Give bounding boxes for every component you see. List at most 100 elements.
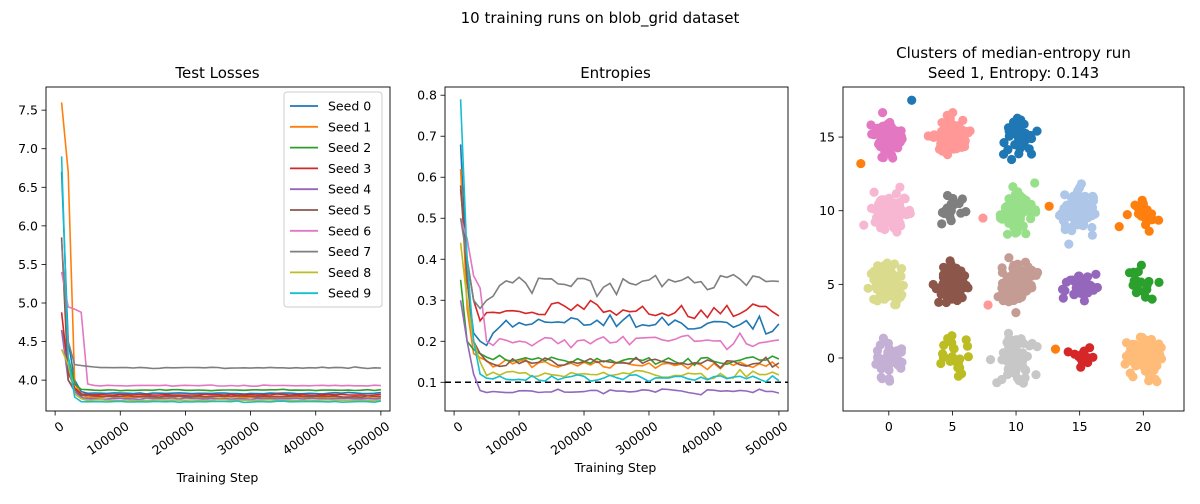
x-tick-label: 10 (1008, 419, 1024, 434)
scatter-point (952, 132, 962, 142)
x-tick-label: 200000 (149, 418, 197, 458)
scatter-point (1019, 338, 1029, 348)
cluster (1124, 260, 1164, 304)
cluster (1057, 269, 1102, 306)
scatter-point (999, 138, 1009, 148)
legend-label: Seed 3 (328, 161, 371, 176)
cluster (985, 328, 1042, 388)
scatter-point (885, 117, 895, 128)
series-line-seed-7 (459, 218, 779, 310)
scatter-point (1138, 204, 1149, 214)
scatter-point (1009, 264, 1020, 274)
scatter-point (1060, 190, 1070, 200)
scatter-point (1002, 337, 1012, 347)
scatter-point (891, 137, 902, 147)
scatter-point (1064, 239, 1074, 249)
scatter-point (1124, 348, 1134, 358)
x-tick-label: 15 (1072, 419, 1088, 434)
y-tick-label: 0.1 (417, 375, 437, 390)
scatter-point (939, 340, 949, 350)
x-tick-label: 200000 (548, 418, 596, 458)
scatter-point (1050, 344, 1061, 354)
scatter-point (943, 333, 953, 344)
scatter-point (937, 219, 947, 229)
cluster (928, 256, 973, 308)
scatter-point (961, 335, 971, 345)
scatter-point (1044, 201, 1054, 211)
scatter-point (1060, 286, 1070, 296)
y-tick-label: 0.3 (417, 293, 437, 308)
cluster (866, 108, 907, 163)
series-line-seed-8 (459, 242, 780, 380)
scatter-point (943, 278, 953, 288)
entropies-chart: Entropies Training Step 0 100000 200000 300… (417, 64, 790, 475)
chart-title: Clusters of median-entropy run (896, 44, 1131, 62)
scatter-point (878, 124, 888, 134)
scatter-point (951, 144, 961, 154)
scatter-point (945, 212, 955, 222)
scatter-point (956, 208, 966, 218)
scatter-point (1010, 123, 1020, 133)
series-line-seed-3 (60, 312, 381, 397)
scatter-point (1026, 130, 1036, 141)
scatter-point (1004, 272, 1014, 282)
scatter-point (978, 213, 988, 223)
scatter-point (1007, 347, 1017, 358)
legend-label: Seed 9 (328, 286, 371, 301)
x-tick-label: 100000 (483, 418, 531, 458)
scatter-point (879, 355, 890, 365)
y-tick-label: 7.5 (18, 103, 38, 118)
scatter-point (1079, 213, 1089, 223)
plot-frame (444, 86, 789, 412)
scatter-point (870, 217, 880, 227)
scatter-point (887, 347, 897, 357)
scatter-point (1087, 230, 1097, 240)
scatter-point (948, 289, 959, 299)
scatter-point (941, 297, 951, 308)
scatter-point (896, 347, 906, 357)
scatter-point (885, 376, 895, 386)
scatter-point (1088, 282, 1098, 292)
scatter-point (1073, 287, 1083, 297)
y-tick-label: 0.6 (417, 170, 437, 185)
plot-frame (45, 86, 391, 412)
scatter-point (891, 189, 901, 199)
scatter-point (1010, 205, 1020, 215)
scatter-point (887, 150, 897, 160)
scatter-point (948, 343, 959, 353)
scatter-point (891, 300, 901, 310)
x-tick-label: 0 (885, 419, 893, 434)
x-axis-label: Training Step (176, 470, 259, 485)
scatter-point (1018, 275, 1028, 285)
scatter-point (1007, 154, 1017, 165)
scatter-point (1091, 269, 1101, 279)
scatter-point (1003, 145, 1013, 155)
scatter-point (1127, 339, 1138, 349)
scatter-point (1137, 195, 1147, 205)
cluster (1054, 179, 1100, 249)
scatter-point (1017, 138, 1027, 149)
cluster (999, 113, 1042, 165)
x-tick-label: 400000 (279, 418, 327, 458)
scatter-point (1146, 350, 1157, 360)
scatter-point (1078, 193, 1088, 203)
scatter-point (1122, 210, 1132, 220)
scatter-point (1060, 221, 1070, 231)
scatter-point (1088, 191, 1098, 201)
scatter-point (1026, 214, 1036, 224)
scatter-point (1147, 294, 1157, 304)
scatter-point (1011, 193, 1022, 203)
scatter-point (1010, 140, 1020, 150)
x-tick-label: 400000 (678, 418, 726, 458)
scatter-point (934, 297, 944, 307)
scatter-point (963, 352, 974, 362)
scatter-point (1079, 296, 1089, 306)
scatter-point (953, 121, 963, 131)
scatter-point (958, 276, 968, 286)
cluster (871, 333, 907, 386)
scatter-point (1023, 262, 1033, 272)
series-line-seed-9 (459, 99, 780, 383)
chart-title: Entropies (580, 64, 651, 82)
scatter-point (1027, 283, 1037, 293)
